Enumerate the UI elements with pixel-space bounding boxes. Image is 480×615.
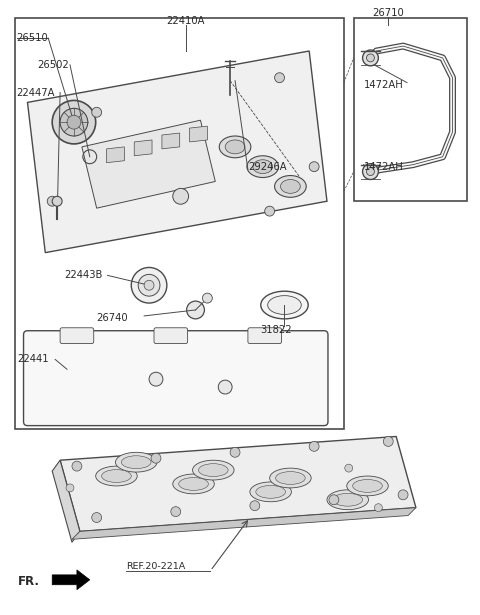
Circle shape [171,507,180,517]
Ellipse shape [179,477,208,490]
Ellipse shape [261,291,308,319]
Text: 1472AH: 1472AH [363,79,403,90]
Circle shape [384,437,393,446]
Circle shape [144,280,154,290]
Polygon shape [72,507,416,539]
Text: 31822: 31822 [260,325,291,335]
Ellipse shape [96,466,137,486]
Text: 1472AH: 1472AH [363,162,403,172]
Circle shape [138,274,160,296]
Circle shape [187,301,204,319]
Circle shape [60,108,88,136]
Ellipse shape [333,493,362,506]
Polygon shape [107,147,124,163]
Polygon shape [82,120,216,208]
Ellipse shape [121,456,151,469]
Text: 22443B: 22443B [64,271,102,280]
Circle shape [345,464,353,472]
Bar [354,18,468,201]
Circle shape [66,484,74,492]
Text: 26710: 26710 [372,9,404,18]
Circle shape [367,168,374,175]
Ellipse shape [192,460,234,480]
FancyBboxPatch shape [60,328,94,344]
Circle shape [374,504,383,512]
Ellipse shape [280,180,300,193]
Circle shape [92,512,102,523]
Ellipse shape [270,468,311,488]
Circle shape [362,164,378,180]
Text: 26502: 26502 [37,60,69,70]
Circle shape [275,73,285,82]
Circle shape [367,54,374,62]
Ellipse shape [253,160,273,173]
Ellipse shape [247,156,278,178]
Text: 26740: 26740 [96,313,128,323]
Circle shape [72,461,82,471]
Polygon shape [162,133,180,149]
Text: 29246A: 29246A [248,162,287,172]
Ellipse shape [102,470,131,482]
Circle shape [398,490,408,500]
Circle shape [250,501,260,510]
Ellipse shape [268,296,301,314]
Ellipse shape [353,480,383,493]
Circle shape [309,162,319,172]
Text: 22410A: 22410A [167,17,205,26]
Ellipse shape [276,472,305,485]
Circle shape [309,442,319,451]
Text: REF.20-221A: REF.20-221A [126,563,186,571]
Polygon shape [134,140,152,156]
Circle shape [149,372,163,386]
Polygon shape [27,51,327,253]
Ellipse shape [225,140,245,154]
Circle shape [52,196,62,206]
Ellipse shape [219,136,251,158]
Ellipse shape [256,485,286,498]
Text: 22447A: 22447A [17,87,55,98]
Circle shape [131,268,167,303]
Text: 26510: 26510 [17,33,48,43]
Circle shape [47,196,57,206]
Bar [14,18,344,429]
Circle shape [92,108,102,117]
Circle shape [52,100,96,144]
FancyBboxPatch shape [24,331,328,426]
Polygon shape [52,460,80,542]
Circle shape [264,206,275,216]
Circle shape [230,447,240,457]
Polygon shape [60,437,416,531]
Ellipse shape [327,490,369,510]
Circle shape [173,188,189,204]
Ellipse shape [275,175,306,197]
Ellipse shape [347,476,388,496]
Ellipse shape [173,474,214,494]
Polygon shape [52,570,90,590]
Circle shape [218,380,232,394]
Text: 22441: 22441 [18,354,49,365]
Ellipse shape [116,452,157,472]
Circle shape [203,293,212,303]
Ellipse shape [250,482,291,502]
Text: FR.: FR. [18,575,40,589]
FancyBboxPatch shape [248,328,281,344]
Circle shape [329,495,339,505]
FancyBboxPatch shape [154,328,188,344]
Ellipse shape [199,464,228,477]
Circle shape [151,453,161,463]
Polygon shape [190,126,207,142]
Circle shape [67,115,81,129]
Circle shape [362,50,378,66]
